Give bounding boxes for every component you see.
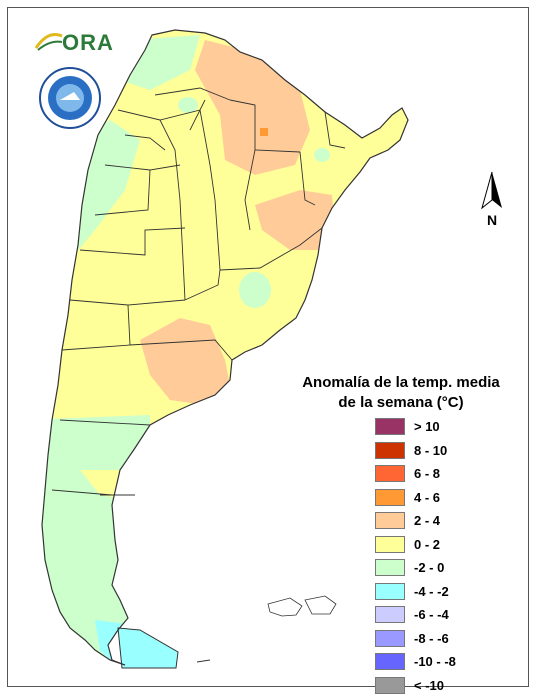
- legend-swatch: [375, 606, 405, 623]
- legend-label: -2 - 0: [414, 560, 445, 575]
- ora-logo-text: ORA: [62, 30, 114, 55]
- legend-label: 8 - 10: [414, 442, 448, 458]
- legend-label: 0 - 2: [414, 536, 441, 552]
- ora-logo-icon: [34, 33, 63, 51]
- legend-label: 6 - 8: [414, 466, 441, 481]
- legend-swatch: [375, 582, 405, 600]
- anomaly-minus2-0-spot: [314, 148, 330, 162]
- legend-swatch: [375, 653, 405, 670]
- map-frame: [7, 7, 529, 687]
- legend-title-line-2: de la semana (°C): [338, 394, 464, 411]
- staten-island: [196, 659, 211, 663]
- legend-label: 4 - 6: [414, 489, 441, 505]
- smn-seal-icon: [39, 67, 101, 129]
- malvinas-islands: [267, 595, 337, 617]
- legend-swatch: [375, 418, 405, 435]
- legend-label: > 10: [414, 419, 440, 434]
- legend-title: Anomalía de la temp. media de la semana …: [296, 373, 506, 413]
- legend-swatch: [375, 465, 405, 482]
- legend-swatch: [375, 488, 405, 506]
- legend-label: -8 - -6: [414, 630, 449, 646]
- legend-swatch: [375, 676, 405, 694]
- legend-swatch: [375, 559, 405, 576]
- legend-label: -6 - -4: [414, 607, 449, 622]
- legend-label: < -10: [414, 677, 444, 693]
- north-label: N: [487, 212, 498, 228]
- legend-swatch: [375, 535, 405, 553]
- north-arrow-icon: [481, 171, 502, 210]
- tierra-del-fuego: [117, 627, 179, 669]
- legend-label: -10 - -8: [414, 654, 456, 669]
- legend-label: 2 - 4: [414, 513, 441, 528]
- legend-swatch: [375, 629, 405, 647]
- anomaly-minus2-0-spot: [178, 97, 198, 113]
- legend-label: -4 - -2: [414, 583, 449, 599]
- anomaly-minus2-0-spot: [239, 272, 271, 308]
- anomaly-2-4-central: [140, 318, 232, 405]
- province-boundaries: [51, 87, 346, 496]
- country-outline: [41, 29, 409, 666]
- legend-title-line-1: Anomalía de la temp. media: [302, 374, 500, 391]
- legend-swatch: [375, 512, 405, 529]
- legend-swatch: [375, 441, 405, 459]
- anomaly-4-6-point: [260, 128, 268, 136]
